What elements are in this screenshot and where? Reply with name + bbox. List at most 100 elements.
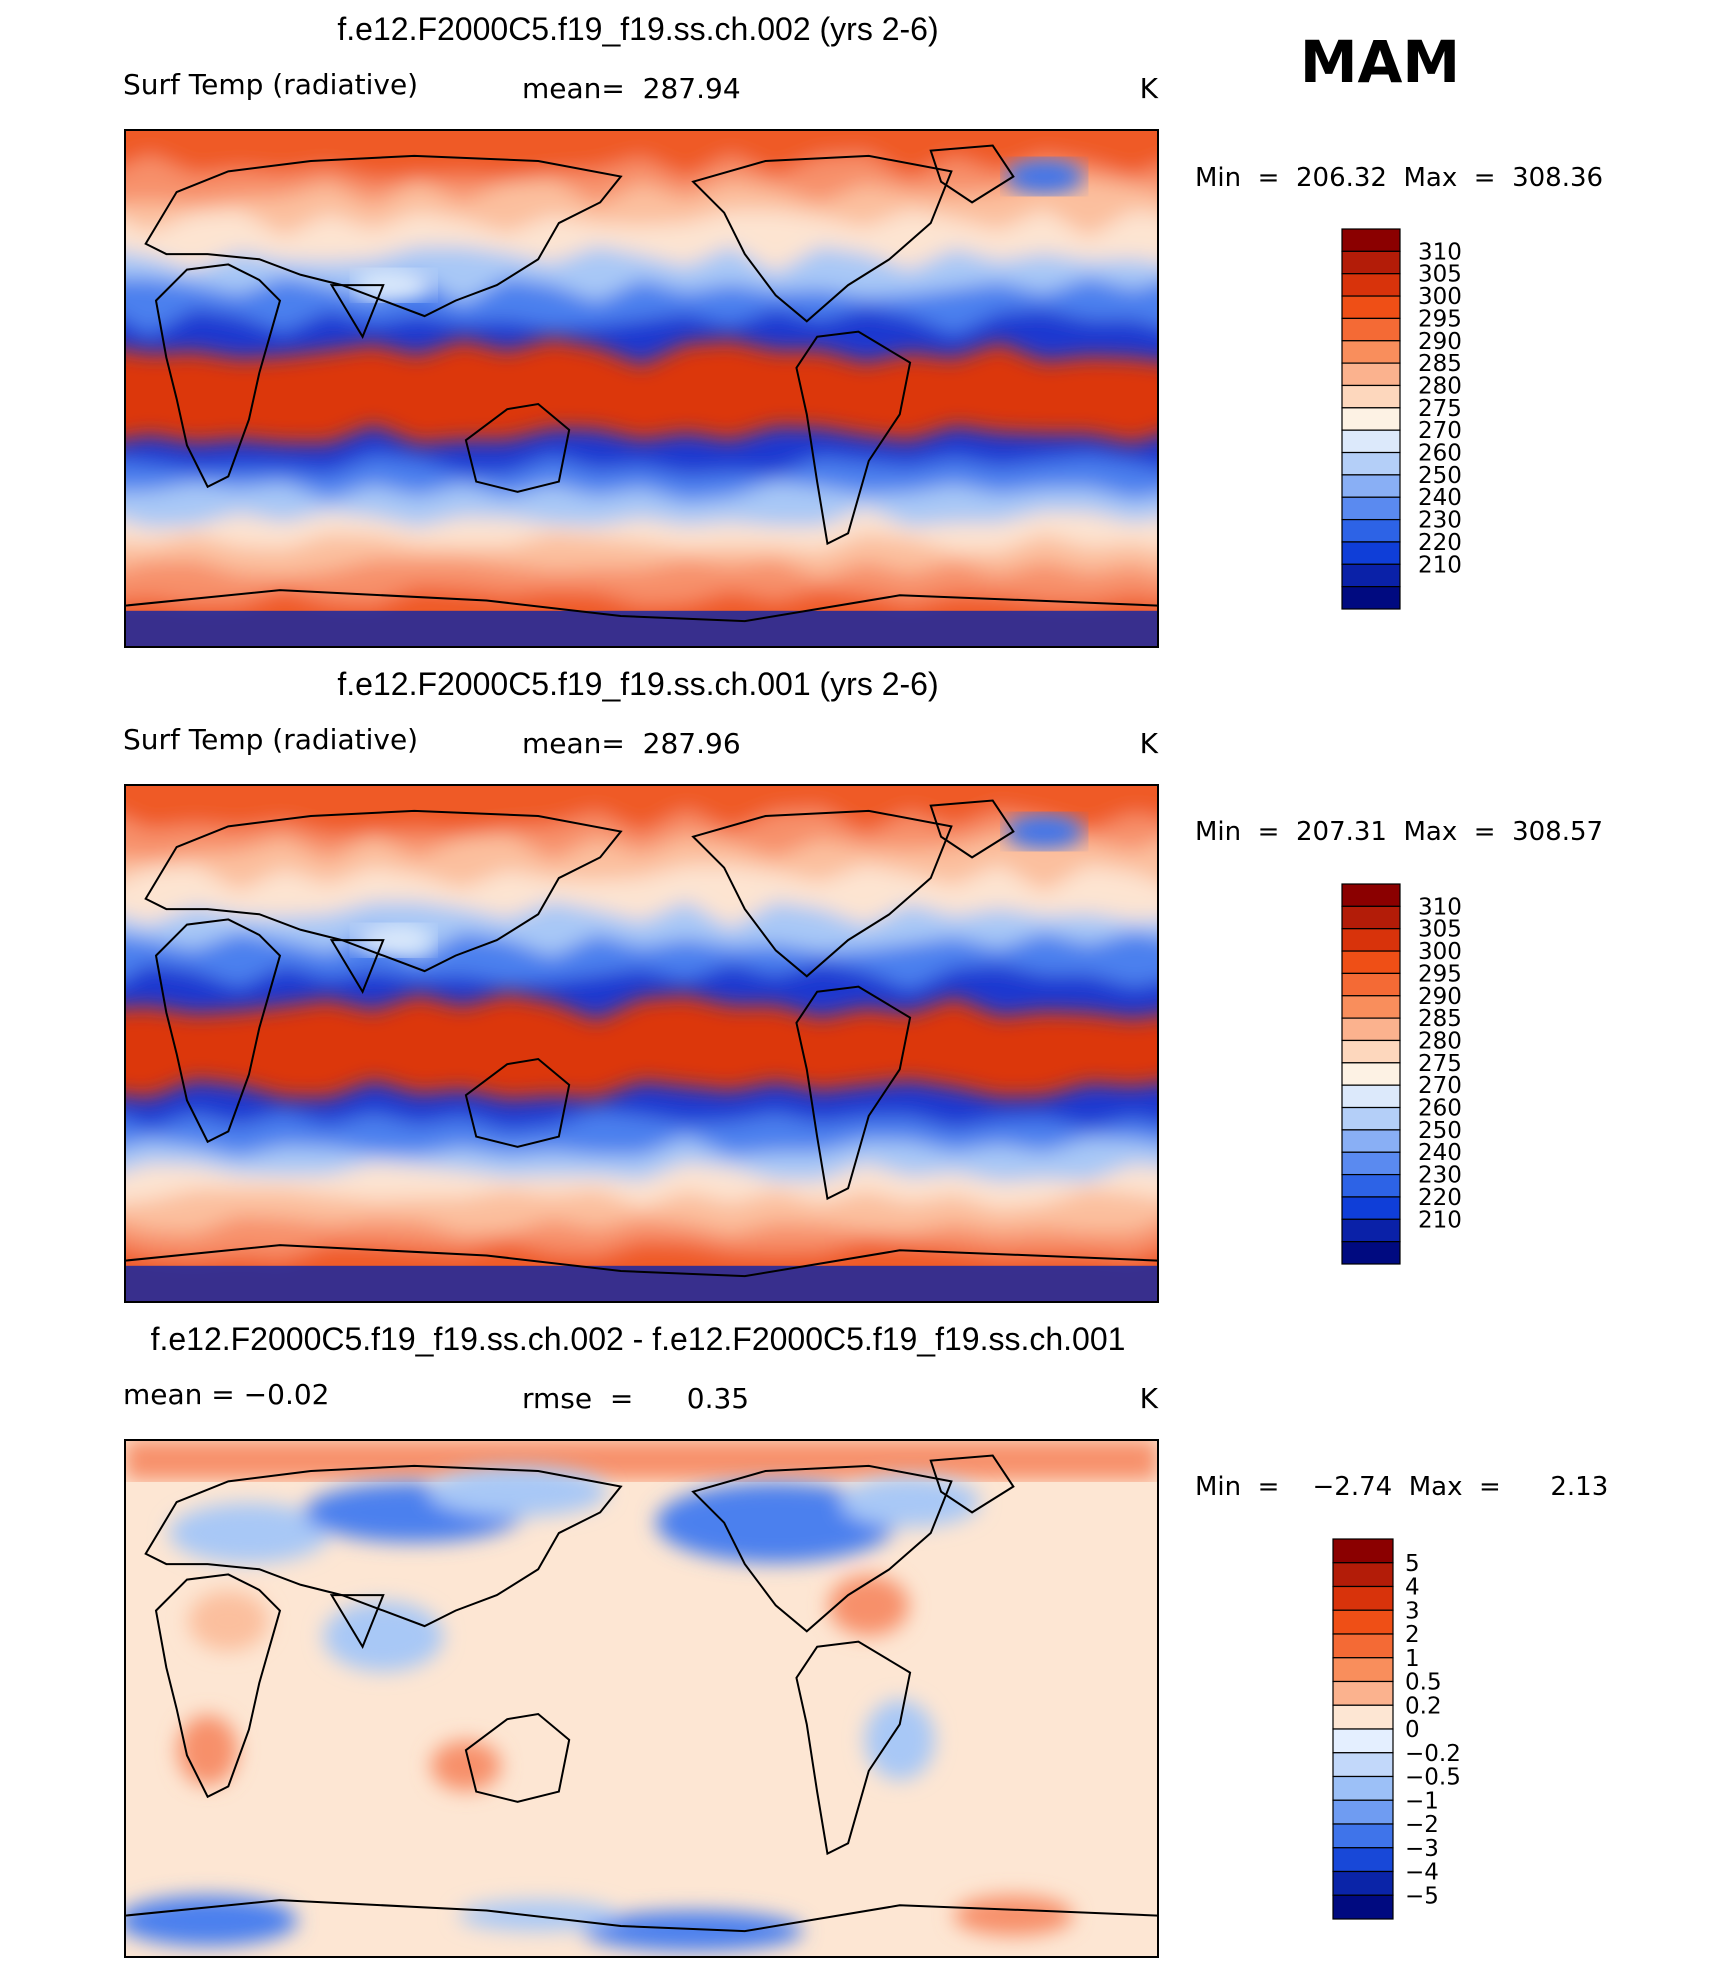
colorbar-swatch [1341,950,1401,975]
colorbar-tick-label: 220 [1418,530,1462,556]
colorbar-tick-label: 295 [1418,961,1462,987]
colorbar-swatch [1341,928,1401,952]
subtitle-left: mean = −0.02 [123,1378,329,1411]
map-field [125,130,1158,647]
colorbar-tick-label: −0.5 [1405,1765,1461,1791]
units-label: K [1140,72,1159,105]
colorbar-tick-label: −2 [1405,1812,1439,1838]
colorbar-tick-label: 305 [1418,917,1462,943]
colorbar-swatch [1332,1633,1394,1659]
subtitle-center: mean= 287.96 [522,727,741,760]
map-field [125,785,1158,1302]
colorbar-swatch [1341,250,1401,275]
colorbar-tick-label: 305 [1418,262,1462,288]
colorbar-swatch [1341,1241,1401,1265]
colorbar-tick-label: 310 [1418,894,1462,920]
colorbar-tick-label: 4 [1405,1575,1420,1601]
colorbar-swatch [1332,1680,1394,1706]
colorbar-swatch [1341,1039,1401,1064]
colorbar: 3103053002952902852802752702602502402302… [1341,228,1462,610]
colorbar-tick-label: 270 [1418,418,1462,444]
colorbar-tick-label: 275 [1418,1051,1462,1077]
subtitle-center: mean= 287.94 [522,72,741,105]
colorbar-swatch [1341,1062,1401,1086]
colorbar-swatch [1341,273,1401,297]
colorbar-swatch [1341,340,1401,364]
colorbar-swatch [1332,1823,1394,1849]
colorbar-tick-label: 280 [1418,373,1462,399]
colorbar-tick-label: 3 [1405,1598,1420,1624]
coastlines [125,1456,1158,1932]
min-max-label: Min = 206.32 Max = 308.36 [1195,163,1603,193]
colorbar-swatch [1341,1129,1401,1153]
colorbar-swatch [1332,1609,1394,1635]
colorbar-tick-label: 275 [1418,396,1462,422]
colorbar-tick-label: 290 [1418,329,1462,355]
colorbar-swatch [1332,1562,1394,1588]
colorbar-swatch [1332,1870,1394,1896]
map-field [125,1440,1158,1957]
colorbar-tick-label: 230 [1418,1163,1462,1189]
colorbar-swatch [1341,1084,1401,1109]
colorbar-tick-label: 300 [1418,939,1462,965]
panel-3: f.e12.F2000C5.f19_f19.ss.ch.002 - f.e12.… [123,1321,1608,1958]
colorbar-tick-label: 5 [1405,1551,1420,1577]
colorbar-tick-label: 0.2 [1405,1693,1442,1719]
units-label: K [1140,1382,1159,1415]
colorbar-swatch [1341,496,1401,521]
colorbar-swatch [1341,362,1401,387]
colorbar-tick-label: 220 [1418,1185,1462,1211]
colorbar-tick-label: 250 [1418,463,1462,489]
colorbar-swatch [1341,1151,1401,1176]
colorbar-swatch [1341,228,1401,252]
colorbar-tick-label: −4 [1405,1860,1439,1886]
colorbar-tick-label: 0.5 [1405,1670,1442,1696]
subtitle-left: Surf Temp (radiative) [123,68,418,101]
colorbar-swatch [1341,429,1401,454]
colorbar-tick-label: 240 [1418,1140,1462,1166]
colorbar: 3103053002952902852802752702602502402302… [1341,883,1462,1265]
colorbar-swatch [1341,586,1401,610]
subtitle-left: Surf Temp (radiative) [123,723,418,756]
colorbar-tick-label: 0 [1405,1717,1420,1743]
colorbar-tick-label: 210 [1418,552,1462,578]
colorbar-tick-label: 260 [1418,441,1462,467]
colorbar-swatch [1341,295,1401,320]
map-frame [124,784,1159,1303]
colorbar-swatch [1332,1704,1394,1730]
colorbar-tick-label: 285 [1418,351,1462,377]
colorbar-swatch [1341,407,1401,431]
map-frame [124,129,1159,648]
colorbar-tick-label: 250 [1418,1118,1462,1144]
colorbar-swatch [1341,518,1401,543]
colorbar-tick-label: 230 [1418,508,1462,534]
colorbar-tick-label: 270 [1418,1073,1462,1099]
colorbar-tick-label: −1 [1405,1788,1439,1814]
colorbar-swatch [1341,474,1401,498]
map-frame [124,1439,1159,1958]
colorbar-swatch [1341,563,1401,588]
colorbar-swatch [1341,883,1401,907]
coastlines [125,146,1158,622]
subtitle-center: rmse = 0.35 [522,1382,749,1415]
colorbar-tick-label: 2 [1405,1622,1420,1648]
colorbar-swatch [1341,995,1401,1019]
colorbar-swatch [1341,1218,1401,1243]
colorbar-swatch [1332,1657,1394,1683]
colorbar-swatch [1332,1847,1394,1873]
colorbar-swatch [1341,384,1401,409]
colorbar-swatch [1332,1799,1394,1825]
colorbar-tick-label: −0.2 [1405,1741,1461,1767]
colorbar-tick-label: 240 [1418,485,1462,511]
coastlines [125,801,1158,1277]
colorbar-tick-label: 285 [1418,1006,1462,1032]
colorbar-swatch [1341,317,1401,342]
colorbar-swatch [1341,541,1401,565]
colorbar-swatch [1341,1173,1401,1198]
season-label: MAM [1300,28,1460,96]
colorbar-swatch [1332,1538,1394,1564]
colorbar-swatch [1341,1106,1401,1131]
colorbar-swatch [1332,1752,1394,1778]
